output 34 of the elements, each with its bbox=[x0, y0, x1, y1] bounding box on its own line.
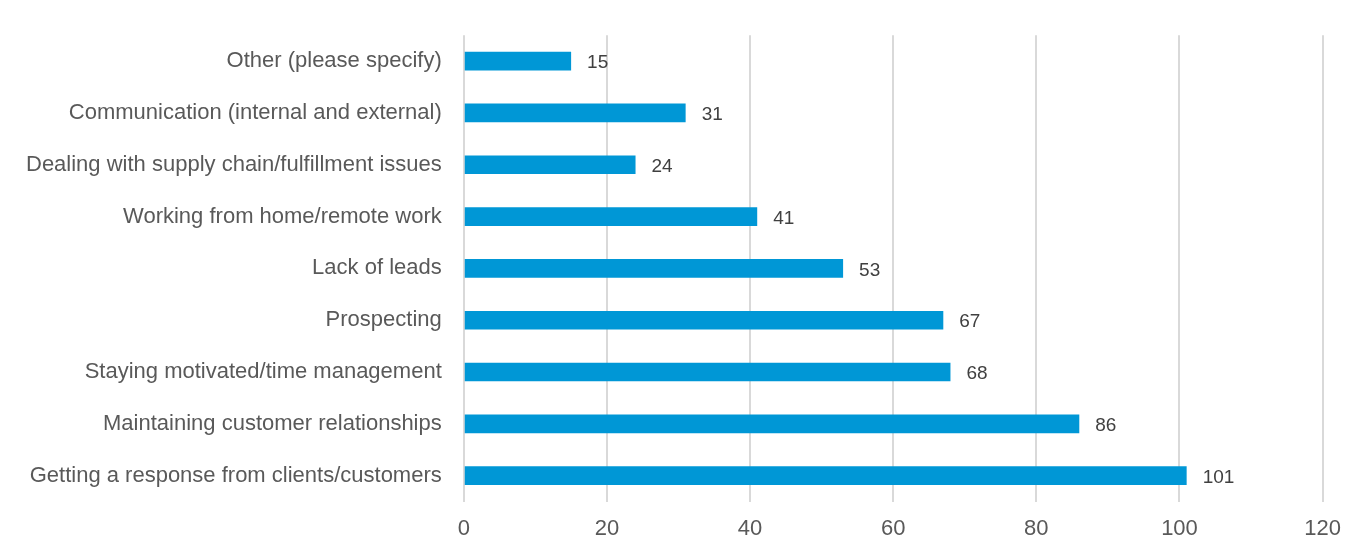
bar bbox=[464, 362, 951, 382]
data-label: 41 bbox=[773, 206, 795, 228]
data-label: 86 bbox=[1095, 414, 1117, 436]
x-tick-label: 80 bbox=[1024, 514, 1049, 540]
data-label: 101 bbox=[1202, 465, 1235, 487]
bar bbox=[464, 310, 944, 330]
data-label: 67 bbox=[959, 310, 981, 332]
data-label: 53 bbox=[859, 258, 881, 280]
data-label: 24 bbox=[651, 154, 674, 176]
bar bbox=[464, 466, 1187, 486]
x-tick-label: 40 bbox=[737, 514, 763, 540]
y-tick-label: Lack of leads bbox=[312, 254, 442, 280]
x-tick-label: 120 bbox=[1304, 514, 1342, 540]
y-tick-label: Dealing with supply chain/fulfillment issues bbox=[25, 150, 442, 176]
bar bbox=[464, 51, 572, 71]
x-tick-label: 20 bbox=[594, 514, 620, 540]
bar bbox=[464, 259, 844, 278]
bar bbox=[464, 103, 686, 123]
y-tick-label: Staying motivated/time management bbox=[84, 358, 442, 384]
x-tick-label: 60 bbox=[880, 514, 906, 540]
y-tick-label: Communication (internal and external) bbox=[68, 99, 442, 124]
bar bbox=[464, 207, 758, 226]
bar bbox=[464, 414, 1080, 434]
bar bbox=[464, 155, 636, 175]
y-tick-label: Other (please specify) bbox=[226, 47, 442, 73]
y-tick-label: Maintaining customer relationships bbox=[103, 409, 442, 435]
y-tick-label: Getting a response from clients/customers bbox=[29, 461, 442, 487]
data-label: 68 bbox=[966, 362, 988, 384]
y-tick-label: Prospecting bbox=[325, 306, 442, 332]
x-tick-label: 100 bbox=[1161, 514, 1198, 540]
data-label: 15 bbox=[587, 51, 609, 73]
data-label: 31 bbox=[701, 103, 723, 125]
x-tick-label: 0 bbox=[457, 514, 470, 540]
y-tick-label: Working from home/remote work bbox=[123, 202, 443, 228]
